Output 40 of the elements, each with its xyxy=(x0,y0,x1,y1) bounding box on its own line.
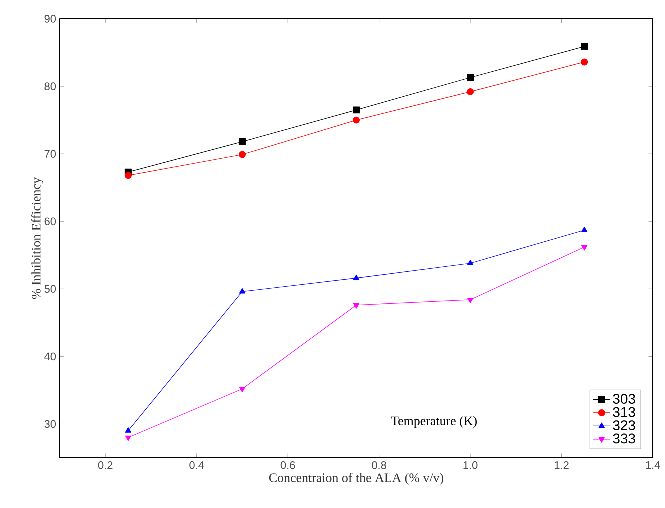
x-axis-title: Concentraion of the ALA (% v/v) xyxy=(269,473,444,485)
x-tick-label: 0.6 xyxy=(280,462,296,470)
x-tick-label: 1.4 xyxy=(646,462,660,470)
point xyxy=(581,43,588,50)
y-tick-label: 40 xyxy=(44,352,56,361)
point xyxy=(581,58,588,66)
point xyxy=(124,172,132,180)
point xyxy=(467,298,474,304)
x-tick-label: 0.2 xyxy=(98,462,113,470)
y-tick-label: 30 xyxy=(44,420,56,428)
point xyxy=(353,274,360,280)
y-tick-label: 80 xyxy=(44,82,56,90)
x-tick-label: 0.4 xyxy=(190,462,204,470)
legend-label: 323 xyxy=(613,420,636,430)
x-tick-label: 1.0 xyxy=(464,462,478,470)
point xyxy=(582,226,588,232)
y-tick-label: 60 xyxy=(44,218,56,226)
x-tick-label: 1.2 xyxy=(554,462,569,470)
y-tick-label: 50 xyxy=(44,285,56,294)
point xyxy=(353,303,360,309)
y-axis-title: % Inhibition Efficiency xyxy=(32,178,44,300)
point xyxy=(467,74,474,82)
point xyxy=(467,260,474,266)
point xyxy=(239,288,246,294)
y-tick-label: 70 xyxy=(44,150,56,158)
point xyxy=(239,387,246,393)
point xyxy=(353,116,360,124)
point xyxy=(467,88,474,96)
legend-label: 313 xyxy=(613,407,636,418)
y-tick-label: 90 xyxy=(44,15,56,23)
legend-label: 333 xyxy=(613,434,636,444)
legend-title: Temperature (K) xyxy=(391,416,477,428)
point xyxy=(125,436,132,442)
point xyxy=(238,138,246,146)
x-tick-label: 0.8 xyxy=(372,462,386,470)
point xyxy=(353,106,360,114)
point xyxy=(238,151,246,158)
legend-label: 303 xyxy=(613,394,636,404)
point xyxy=(125,427,132,433)
point xyxy=(582,245,588,251)
